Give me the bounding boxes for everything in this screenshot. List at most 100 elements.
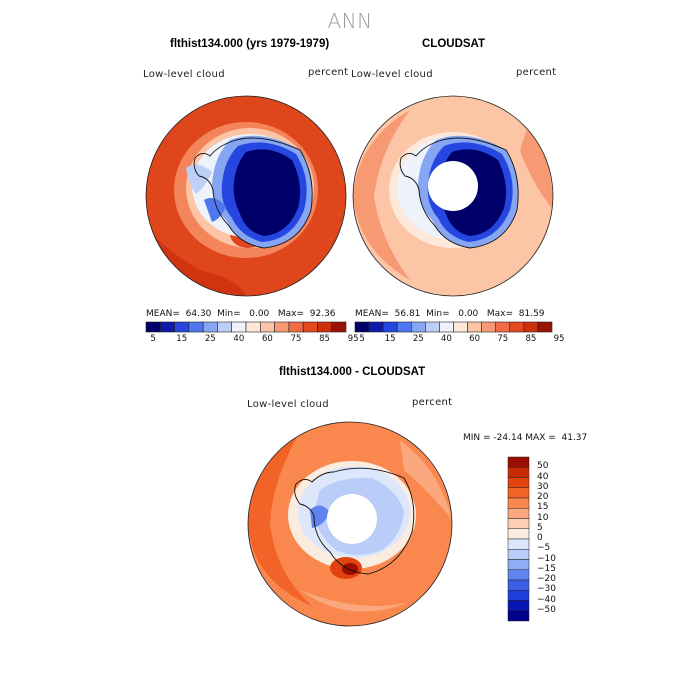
diff-colorbar-tick-label: 30 <box>537 481 549 492</box>
diff-colorbar-swatch <box>507 600 530 611</box>
diff-colorbar-swatch <box>507 579 530 591</box>
diff-colorbar-tick-label: 20 <box>537 492 549 502</box>
colorbar-swatch <box>302 321 318 333</box>
colorbar-swatch <box>396 321 412 333</box>
colorbar-tick-label: 15 <box>176 334 188 344</box>
left-map-border <box>145 95 347 297</box>
diff-colorbar-tick-label: −5 <box>537 543 551 554</box>
colorbar-swatch <box>523 321 539 333</box>
colorbar-swatch <box>188 321 204 333</box>
colorbar-swatch <box>202 321 218 333</box>
diff-colorbar-tick-label: −15 <box>537 563 556 574</box>
diff-colorbar-swatch <box>507 590 530 601</box>
left-antarctica-coastline <box>193 137 313 249</box>
left-max-value: 92.36 <box>309 309 336 319</box>
colorbar-swatch <box>288 321 304 333</box>
left-max-label: Max= <box>277 309 305 319</box>
difference-range: MIN = -24.14 MAX = 41.37 <box>463 433 588 443</box>
colorbar-swatch <box>453 321 468 333</box>
right-units-label: percent <box>516 67 557 78</box>
colorbar-swatch <box>317 321 333 333</box>
left-mean-label: MEAN= <box>146 309 180 319</box>
diff-colorbar-swatch <box>507 610 530 622</box>
difference-polar-map <box>248 422 452 626</box>
colorbar-swatch <box>495 321 511 333</box>
difference-units-label: percent <box>412 397 453 408</box>
diff-colorbar-tick-label: 10 <box>537 512 549 523</box>
colorbar-tick-label: 95 <box>347 334 359 344</box>
right-polar-map <box>353 96 553 296</box>
colorbar-tick-label: 85 <box>525 334 537 344</box>
colorbar-swatch <box>231 321 247 333</box>
difference-antarctica-coastline <box>294 467 415 575</box>
diff-colorbar-tick-label: 5 <box>537 522 543 533</box>
left-polar-map <box>146 96 346 296</box>
colorbar-tick-label: 15 <box>384 334 396 344</box>
right-mean-label: MEAN= <box>355 309 389 319</box>
colorbar-swatch <box>509 321 525 333</box>
colorbar-swatch <box>274 321 290 333</box>
colorbar-tick-label: 5 <box>359 334 365 344</box>
diff-colorbar-swatch <box>507 487 530 499</box>
difference-field-label: Low-level cloud <box>247 399 329 410</box>
diff-colorbar-swatch <box>507 518 530 529</box>
diff-colorbar-swatch <box>507 569 530 581</box>
colorbar-tick-label: 25 <box>204 334 216 344</box>
left-panel-heading: flthist134.000 (yrs 1979-1979) <box>170 38 330 50</box>
diff-colorbar-swatch <box>507 467 530 478</box>
right-min-value: 0.00 <box>458 309 479 319</box>
colorbar-tick-label: 85 <box>319 334 330 344</box>
colorbar-tick-label: 95 <box>553 334 565 344</box>
colorbar-swatch <box>425 321 440 333</box>
right-max-value: 81.59 <box>518 309 545 319</box>
plot-title: ANN <box>327 9 373 33</box>
right-colorbar <box>354 321 553 333</box>
colorbar-tick-label: 40 <box>441 334 452 344</box>
colorbar-tick-label: 75 <box>497 334 509 344</box>
left-min-value: 0.00 <box>249 309 270 319</box>
left-units-label: percent <box>308 67 349 78</box>
colorbar-swatch <box>245 321 261 333</box>
diff-colorbar-tick-label: −40 <box>537 594 556 605</box>
diff-colorbar-swatch <box>507 528 530 540</box>
colorbar-tick-label: 60 <box>469 334 480 344</box>
right-mean-value: 56.81 <box>394 309 421 319</box>
colorbar-swatch <box>439 321 454 333</box>
colorbar-swatch <box>159 321 175 333</box>
colorbar-tick-label: 40 <box>233 334 245 344</box>
colorbar-swatch <box>382 321 398 333</box>
right-panel-heading: CLOUDSAT <box>422 38 486 50</box>
right-max-label: Max= <box>486 309 514 319</box>
colorbar-swatch <box>259 321 275 333</box>
left-stats: MEAN= 64.30 Min= 0.00 Max= 92.36 <box>146 309 336 319</box>
right-map-border <box>352 95 554 297</box>
diff-colorbar-swatch <box>507 508 530 519</box>
colorbar-tick-label: 75 <box>290 334 302 344</box>
left-mean-value: 64.30 <box>185 309 212 319</box>
colorbar-swatch <box>467 321 482 333</box>
colorbar-swatch <box>331 321 347 333</box>
colorbar-swatch <box>174 321 190 333</box>
diff-colorbar-tick-label: 0 <box>537 533 543 543</box>
colorbar-swatch <box>410 321 426 333</box>
diff-colorbar-swatch <box>507 559 530 570</box>
diff-colorbar-tick-label: 40 <box>537 471 549 482</box>
difference-colorbar <box>507 456 530 622</box>
diff-colorbar-tick-label: −10 <box>537 553 556 564</box>
diff-colorbar-tick-label: −50 <box>537 604 556 615</box>
colorbar-swatch <box>537 321 553 333</box>
colorbar-swatch <box>217 321 233 333</box>
diff-colorbar-swatch <box>507 538 530 550</box>
diff-colorbar-tick-label: −30 <box>537 584 556 595</box>
colorbar-swatch <box>145 321 161 333</box>
right-min-label: Min= <box>426 309 450 319</box>
left-field-label: Low-level cloud <box>143 69 225 80</box>
colorbar-swatch <box>354 321 370 333</box>
colorbar-swatch <box>481 321 497 333</box>
diff-colorbar-tick-label: −20 <box>537 574 556 584</box>
difference-heading: flthist134.000 - CLOUDSAT <box>279 366 426 378</box>
right-antarctica-coastline <box>399 137 519 249</box>
diff-colorbar-swatch <box>507 477 530 488</box>
diff-colorbar-swatch <box>507 497 530 509</box>
